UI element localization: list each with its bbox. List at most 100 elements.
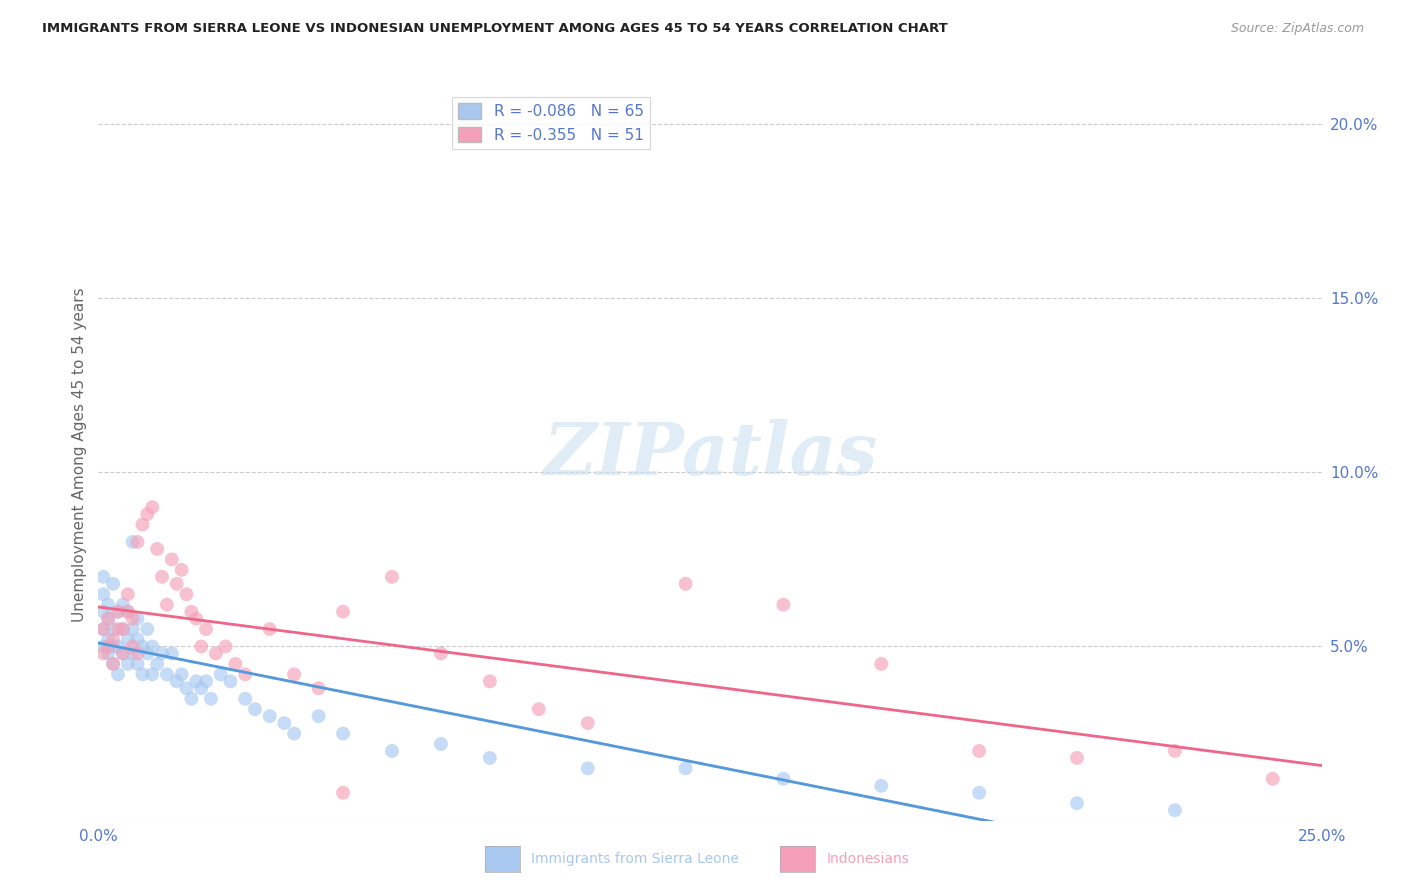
Point [97,640,120,654]
Point [107,667,129,681]
Point [160,647,183,661]
Point [121,535,143,549]
Text: ZIPatlas: ZIPatlas [543,419,877,491]
Point [150,570,173,584]
Point [127,657,149,671]
Point [117,657,139,671]
Point [1164,744,1187,758]
Point [1261,772,1284,786]
Text: IMMIGRANTS FROM SIERRA LEONE VS INDONESIAN UNEMPLOYMENT AMONG AGES 45 TO 54 YEAR: IMMIGRANTS FROM SIERRA LEONE VS INDONESI… [42,22,948,36]
Point [308,681,330,696]
Point [186,674,208,689]
Point [967,786,990,800]
Point [136,507,159,521]
Point [91,570,114,584]
Point [1066,796,1088,810]
Point [1066,751,1088,765]
Point [283,726,305,740]
Point [430,737,453,751]
Point [156,667,179,681]
Point [107,622,129,636]
Point [141,667,163,681]
Point [127,632,149,647]
Point [97,632,120,647]
Point [176,681,198,696]
Point [224,657,246,671]
Y-axis label: Unemployment Among Ages 45 to 54 years: Unemployment Among Ages 45 to 54 years [72,287,87,623]
Point [259,622,281,636]
Point [243,702,266,716]
Point [273,716,295,731]
Point [150,647,173,661]
Point [332,726,354,740]
Point [121,622,143,636]
Point [107,605,129,619]
Point [136,647,159,661]
Point [91,587,114,601]
Point [478,674,501,689]
Point [136,622,159,636]
Point [101,622,124,636]
Point [967,744,990,758]
Point [283,667,305,681]
Point [430,647,453,661]
Point [576,761,599,775]
Point [870,779,893,793]
Point [772,598,794,612]
Point [127,612,149,626]
Point [170,563,193,577]
Point [91,622,114,636]
Point [117,587,139,601]
Point [233,667,256,681]
Point [146,657,169,671]
Point [111,647,134,661]
Point [91,647,114,661]
Point [117,632,139,647]
Point [141,500,163,515]
Point [259,709,281,723]
Point [107,605,129,619]
Point [111,598,134,612]
Text: Immigrants from Sierra Leone: Immigrants from Sierra Leone [531,852,740,866]
Point [111,622,134,636]
Point [214,640,236,654]
Point [205,647,228,661]
Point [156,598,179,612]
Point [111,622,134,636]
Point [97,612,120,626]
Point [195,674,218,689]
Point [332,786,354,800]
Point [219,674,242,689]
Point [97,612,120,626]
Point [308,709,330,723]
Point [160,552,183,566]
Point [91,605,114,619]
Point [195,622,218,636]
Point [131,517,153,532]
Point [1164,803,1187,817]
Point [209,667,232,681]
Point [176,587,198,601]
Point [131,640,153,654]
Point [121,640,143,654]
Point [166,576,188,591]
Text: Indonesians: Indonesians [827,852,910,866]
Point [101,657,124,671]
Point [166,674,188,689]
Point [127,647,149,661]
Text: Source: ZipAtlas.com: Source: ZipAtlas.com [1230,22,1364,36]
Point [190,640,212,654]
Point [186,612,208,626]
Point [332,605,354,619]
Point [180,691,202,706]
Point [527,702,550,716]
Point [381,744,404,758]
Point [91,640,114,654]
Point [101,640,124,654]
Point [772,772,794,786]
Point [146,541,169,556]
Point [478,751,501,765]
Point [101,632,124,647]
Legend: R = -0.086   N = 65, R = -0.355   N = 51: R = -0.086 N = 65, R = -0.355 N = 51 [453,97,650,149]
Point [675,761,697,775]
